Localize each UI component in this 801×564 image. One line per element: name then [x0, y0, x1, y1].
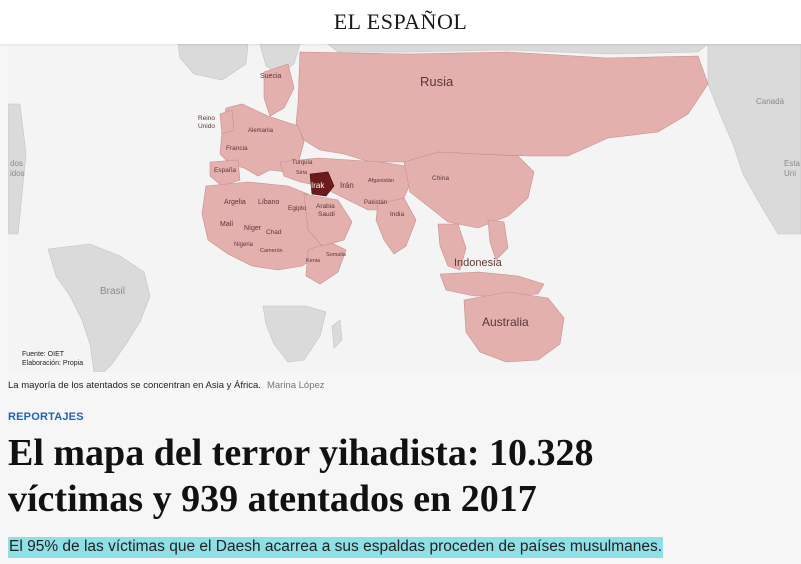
- label-reino-unido-1: Reino: [198, 115, 215, 122]
- label-chad: Chad: [266, 229, 282, 236]
- label-mali: Malí: [220, 221, 233, 228]
- label-nigeria: Nigeria: [234, 242, 254, 248]
- label-estados-right: Esta: [784, 159, 801, 168]
- label-iran: Irán: [340, 181, 354, 190]
- label-arabia-2: Saudí: [318, 211, 335, 218]
- grey-landmass: [8, 44, 801, 372]
- label-rusia: Rusia: [420, 74, 454, 89]
- caption-credit: Marina López: [266, 380, 325, 391]
- label-espana: España: [214, 167, 236, 174]
- section-label[interactable]: REPORTAJES: [8, 411, 84, 423]
- label-argelia: Argelia: [224, 199, 246, 206]
- label-estados-left-2: idos: [10, 169, 25, 178]
- map-source: Fuente: OIET: [22, 351, 65, 358]
- label-somalia: Somalia: [326, 252, 347, 258]
- caption-text: La mayoría de los atentados se concentra…: [8, 380, 261, 391]
- terror-map: Rusia Canadá dos idos Esta Uni Suecia Re…: [8, 44, 801, 372]
- article-subtitle: El 95% de las víctimas que el Daesh acar…: [8, 537, 664, 558]
- label-china: China: [432, 175, 449, 182]
- label-irak: Irak: [311, 181, 325, 190]
- label-francia: Francia: [226, 145, 248, 152]
- label-suecia: Suecia: [260, 73, 282, 80]
- label-siria: Siria: [296, 170, 308, 176]
- label-canada: Canadá: [756, 97, 785, 106]
- label-kenia: Kenia: [306, 258, 321, 264]
- label-australia: Australia: [482, 315, 529, 329]
- irak-highlight[interactable]: [309, 171, 335, 197]
- label-afganistan: Afganistán: [368, 178, 394, 184]
- label-estados-left: dos: [10, 159, 23, 168]
- label-indonesia: Indonesia: [454, 257, 503, 269]
- headline-line-1: El mapa del terror yihadista: 10.328: [8, 432, 594, 474]
- site-logo[interactable]: EL ESPAÑOL: [333, 9, 468, 34]
- headline-line-2: víctimas y 939 atentados en 2017: [8, 478, 537, 520]
- article-headline: El mapa del terror yihadista: 10.328 víc…: [8, 430, 788, 522]
- map-author: Elaboración: Propia: [22, 360, 84, 367]
- label-niger: Níger: [244, 225, 262, 232]
- label-alemania: Alemania: [248, 128, 274, 134]
- label-turquia: Turquía: [292, 160, 313, 166]
- label-egipto: Egipto: [288, 205, 307, 212]
- highlighted-countries: [201, 51, 709, 363]
- label-libano: Líbano: [258, 199, 280, 206]
- label-pakistan: Pakistán: [364, 200, 387, 206]
- label-brasil: Brasil: [100, 286, 125, 297]
- label-reino-unido-2: Unido: [198, 123, 215, 130]
- label-arabia-1: Arabia: [316, 203, 335, 210]
- image-caption: La mayoría de los atentados se concentra…: [8, 380, 325, 391]
- world-map-svg: Rusia Canadá dos idos Esta Uni Suecia Re…: [8, 44, 801, 372]
- label-camerun: Camerún: [260, 248, 283, 254]
- label-india: India: [390, 211, 404, 218]
- label-estados-right-2: Uni: [784, 169, 796, 178]
- masthead: EL ESPAÑOL: [0, 0, 801, 44]
